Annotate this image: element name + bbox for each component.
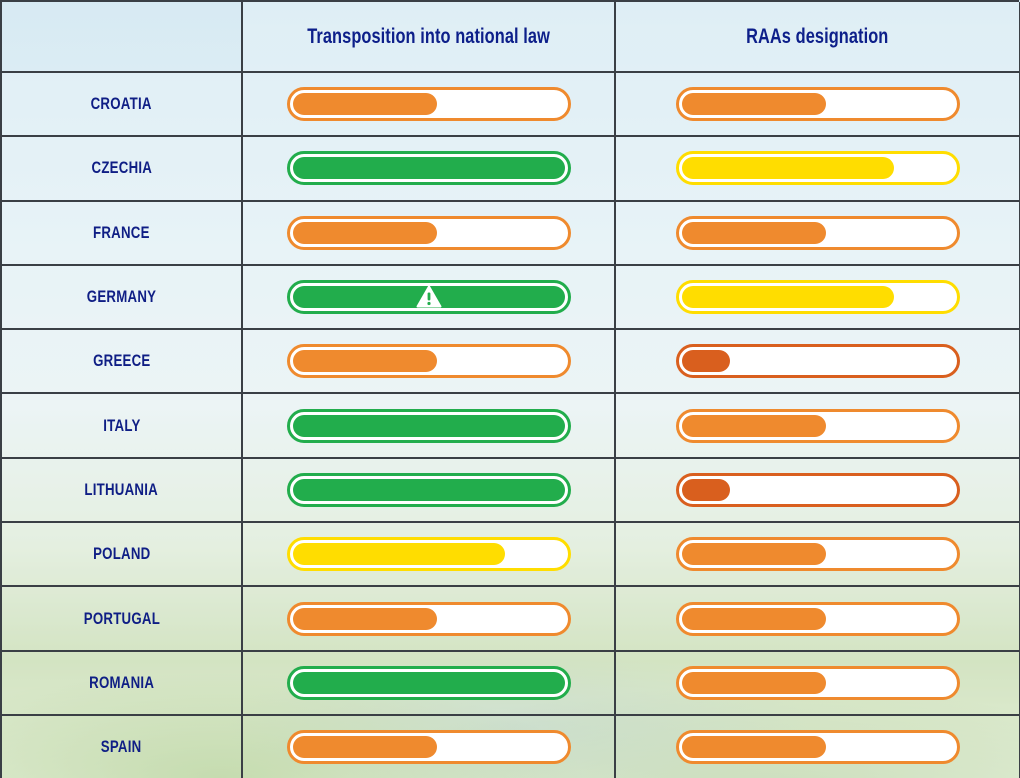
country-label: ITALY xyxy=(102,415,141,435)
country-label: ROMANIA xyxy=(88,672,154,692)
raas-progress-fill-portugal xyxy=(681,607,826,630)
country-cell-croatia: CROATIA xyxy=(2,73,243,138)
column-header-raas: RAAs designation xyxy=(616,2,1020,73)
raas-cell xyxy=(616,715,1020,778)
country-cell-italy: ITALY xyxy=(2,394,243,459)
raas-progress-fill-italy xyxy=(681,414,826,437)
transposition-progress-fill-portugal xyxy=(292,607,437,630)
country-label: PORTUGAL xyxy=(83,608,160,628)
transposition-progress-bar-greece xyxy=(286,344,571,379)
transposition-cell xyxy=(243,137,616,202)
column-header-raas-label: RAAs designation xyxy=(746,24,889,48)
raas-progress-bar-portugal xyxy=(675,601,960,636)
transposition-progress-fill-romania xyxy=(292,671,565,694)
raas-cell xyxy=(616,73,1020,138)
raas-progress-bar-france xyxy=(675,215,960,250)
country-cell-portugal: PORTUGAL xyxy=(2,587,243,652)
raas-progress-bar-romania xyxy=(675,665,960,700)
raas-progress-fill-romania xyxy=(681,671,826,694)
raas-progress-bar-germany xyxy=(675,280,960,315)
raas-progress-fill-greece xyxy=(681,350,731,373)
raas-progress-fill-france xyxy=(681,221,826,244)
raas-progress-bar-lithuania xyxy=(675,472,960,507)
column-header-transposition: Transposition into national law xyxy=(243,2,616,73)
country-label: CZECHIA xyxy=(91,158,152,178)
transposition-progress-fill-italy xyxy=(292,414,565,437)
raas-progress-fill-poland xyxy=(681,543,826,566)
warning-icon xyxy=(414,284,444,310)
raas-progress-bar-croatia xyxy=(675,87,960,122)
raas-cell xyxy=(616,458,1020,524)
column-header-transposition-label: Transposition into national law xyxy=(307,24,550,48)
transposition-progress-bar-czechia xyxy=(286,151,571,186)
transposition-cell xyxy=(243,458,616,524)
raas-progress-fill-croatia xyxy=(681,93,826,116)
transposition-progress-fill-poland xyxy=(292,543,505,566)
raas-cell xyxy=(616,523,1020,588)
transposition-cell xyxy=(243,265,616,331)
transposition-progress-bar-spain xyxy=(286,730,571,765)
raas-progress-fill-spain xyxy=(681,736,826,759)
transposition-progress-bar-france xyxy=(286,215,571,250)
raas-cell xyxy=(616,587,1020,652)
transposition-progress-fill-croatia xyxy=(292,93,437,116)
country-label: LITHUANIA xyxy=(84,479,159,499)
raas-cell xyxy=(616,201,1020,266)
raas-cell xyxy=(616,651,1020,716)
transposition-progress-fill-france xyxy=(292,221,437,244)
country-label: FRANCE xyxy=(93,222,150,242)
transposition-cell xyxy=(243,587,616,652)
country-label: POLAND xyxy=(92,544,151,564)
country-cell-germany: GERMANY xyxy=(2,265,243,331)
country-label: SPAIN xyxy=(101,737,142,757)
raas-progress-bar-czechia xyxy=(675,151,960,186)
country-label: GREECE xyxy=(92,351,151,371)
transposition-progress-fill-lithuania xyxy=(292,478,565,501)
transposition-progress-bar-croatia xyxy=(286,87,571,122)
transposition-cell xyxy=(243,394,616,459)
raas-cell xyxy=(616,265,1020,331)
transposition-cell xyxy=(243,73,616,138)
raas-progress-fill-lithuania xyxy=(681,478,731,501)
transposition-progress-bar-portugal xyxy=(286,601,571,636)
raas-cell xyxy=(616,394,1020,459)
transposition-progress-fill-spain xyxy=(292,736,437,759)
raas-progress-fill-germany xyxy=(681,286,894,309)
transposition-cell xyxy=(243,523,616,588)
transposition-progress-fill-czechia xyxy=(292,157,565,180)
country-cell-spain: SPAIN xyxy=(2,715,243,778)
transposition-cell xyxy=(243,330,616,395)
country-cell-lithuania: LITHUANIA xyxy=(2,458,243,524)
country-cell-poland: POLAND xyxy=(2,523,243,588)
country-label: GERMANY xyxy=(86,287,157,307)
transposition-progress-fill-greece xyxy=(292,350,437,373)
transposition-progress-bar-italy xyxy=(286,408,571,443)
raas-progress-bar-italy xyxy=(675,408,960,443)
transposition-cell xyxy=(243,201,616,266)
transposition-cell xyxy=(243,715,616,778)
raas-cell xyxy=(616,137,1020,202)
country-cell-france: FRANCE xyxy=(2,201,243,266)
transposition-progress-bar-germany xyxy=(286,280,571,315)
raas-progress-bar-poland xyxy=(675,537,960,572)
country-cell-romania: ROMANIA xyxy=(2,651,243,716)
raas-cell xyxy=(616,330,1020,395)
raas-progress-bar-spain xyxy=(675,730,960,765)
transposition-progress-bar-romania xyxy=(286,665,571,700)
transposition-progress-bar-poland xyxy=(286,537,571,572)
country-label: CROATIA xyxy=(90,94,153,114)
transposition-progress-bar-lithuania xyxy=(286,472,571,507)
table-corner-cell xyxy=(2,2,243,73)
country-cell-czechia: CZECHIA xyxy=(2,137,243,202)
raas-progress-bar-greece xyxy=(675,344,960,379)
transposition-cell xyxy=(243,651,616,716)
country-cell-greece: GREECE xyxy=(2,330,243,395)
raas-progress-fill-czechia xyxy=(681,157,894,180)
